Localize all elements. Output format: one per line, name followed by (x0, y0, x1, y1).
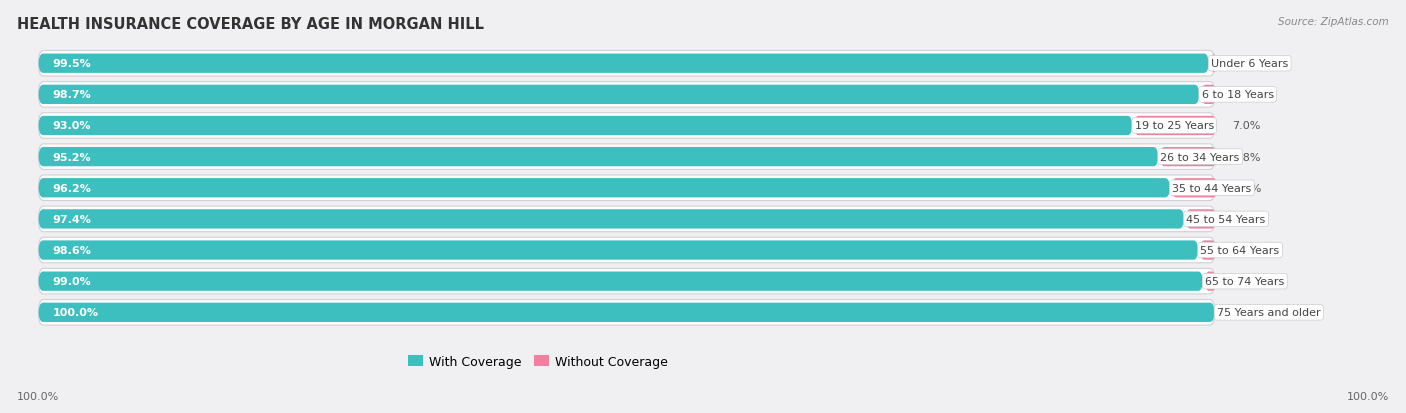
FancyBboxPatch shape (38, 300, 1215, 325)
FancyBboxPatch shape (38, 303, 1215, 322)
Text: 35 to 44 Years: 35 to 44 Years (1173, 183, 1251, 193)
Text: Under 6 Years: Under 6 Years (1211, 59, 1288, 69)
FancyBboxPatch shape (1135, 116, 1216, 136)
Text: 75 Years and older: 75 Years and older (1218, 308, 1320, 318)
FancyBboxPatch shape (38, 82, 1215, 108)
FancyBboxPatch shape (38, 210, 1184, 229)
Text: Source: ZipAtlas.com: Source: ZipAtlas.com (1278, 17, 1389, 26)
Text: 97.4%: 97.4% (52, 214, 91, 224)
FancyBboxPatch shape (38, 55, 1209, 74)
FancyBboxPatch shape (1199, 241, 1216, 260)
FancyBboxPatch shape (38, 85, 1199, 105)
Text: 100.0%: 100.0% (1347, 391, 1389, 401)
Text: 99.0%: 99.0% (52, 276, 91, 287)
FancyBboxPatch shape (38, 179, 1170, 198)
Text: 100.0%: 100.0% (52, 308, 98, 318)
Text: 100.0%: 100.0% (17, 391, 59, 401)
FancyBboxPatch shape (38, 206, 1215, 232)
Text: 65 to 74 Years: 65 to 74 Years (1205, 276, 1285, 287)
FancyBboxPatch shape (38, 272, 1202, 291)
FancyBboxPatch shape (1205, 272, 1216, 291)
Text: 19 to 25 Years: 19 to 25 Years (1135, 121, 1213, 131)
FancyBboxPatch shape (1185, 210, 1216, 229)
FancyBboxPatch shape (38, 116, 1132, 136)
Text: 95.2%: 95.2% (52, 152, 91, 162)
Text: 96.2%: 96.2% (52, 183, 91, 193)
Text: HEALTH INSURANCE COVERAGE BY AGE IN MORGAN HILL: HEALTH INSURANCE COVERAGE BY AGE IN MORG… (17, 17, 484, 31)
FancyBboxPatch shape (1201, 85, 1216, 105)
Text: 2.6%: 2.6% (1232, 214, 1261, 224)
FancyBboxPatch shape (38, 145, 1215, 170)
Text: 1.0%: 1.0% (1232, 276, 1261, 287)
FancyBboxPatch shape (1211, 55, 1216, 74)
FancyBboxPatch shape (38, 238, 1215, 263)
Text: 1.4%: 1.4% (1232, 245, 1261, 255)
FancyBboxPatch shape (38, 241, 1198, 260)
FancyBboxPatch shape (38, 147, 1159, 167)
FancyBboxPatch shape (38, 176, 1215, 201)
Text: 99.5%: 99.5% (52, 59, 91, 69)
Text: 6 to 18 Years: 6 to 18 Years (1202, 90, 1274, 100)
Text: 98.6%: 98.6% (52, 245, 91, 255)
FancyBboxPatch shape (38, 269, 1215, 294)
Text: 1.3%: 1.3% (1232, 90, 1261, 100)
Text: 98.7%: 98.7% (52, 90, 91, 100)
Text: 4.8%: 4.8% (1232, 152, 1261, 162)
Text: 3.9%: 3.9% (1233, 183, 1261, 193)
Text: 45 to 54 Years: 45 to 54 Years (1187, 214, 1265, 224)
FancyBboxPatch shape (1171, 179, 1218, 198)
FancyBboxPatch shape (38, 51, 1215, 77)
Text: 0.0%: 0.0% (1232, 308, 1261, 318)
Text: 26 to 34 Years: 26 to 34 Years (1160, 152, 1240, 162)
Legend: With Coverage, Without Coverage: With Coverage, Without Coverage (402, 350, 673, 373)
Text: 93.0%: 93.0% (52, 121, 91, 131)
FancyBboxPatch shape (1160, 147, 1216, 167)
Text: 7.0%: 7.0% (1232, 121, 1261, 131)
FancyBboxPatch shape (38, 114, 1215, 139)
Text: 0.54%: 0.54% (1233, 59, 1268, 69)
Text: 55 to 64 Years: 55 to 64 Years (1201, 245, 1279, 255)
